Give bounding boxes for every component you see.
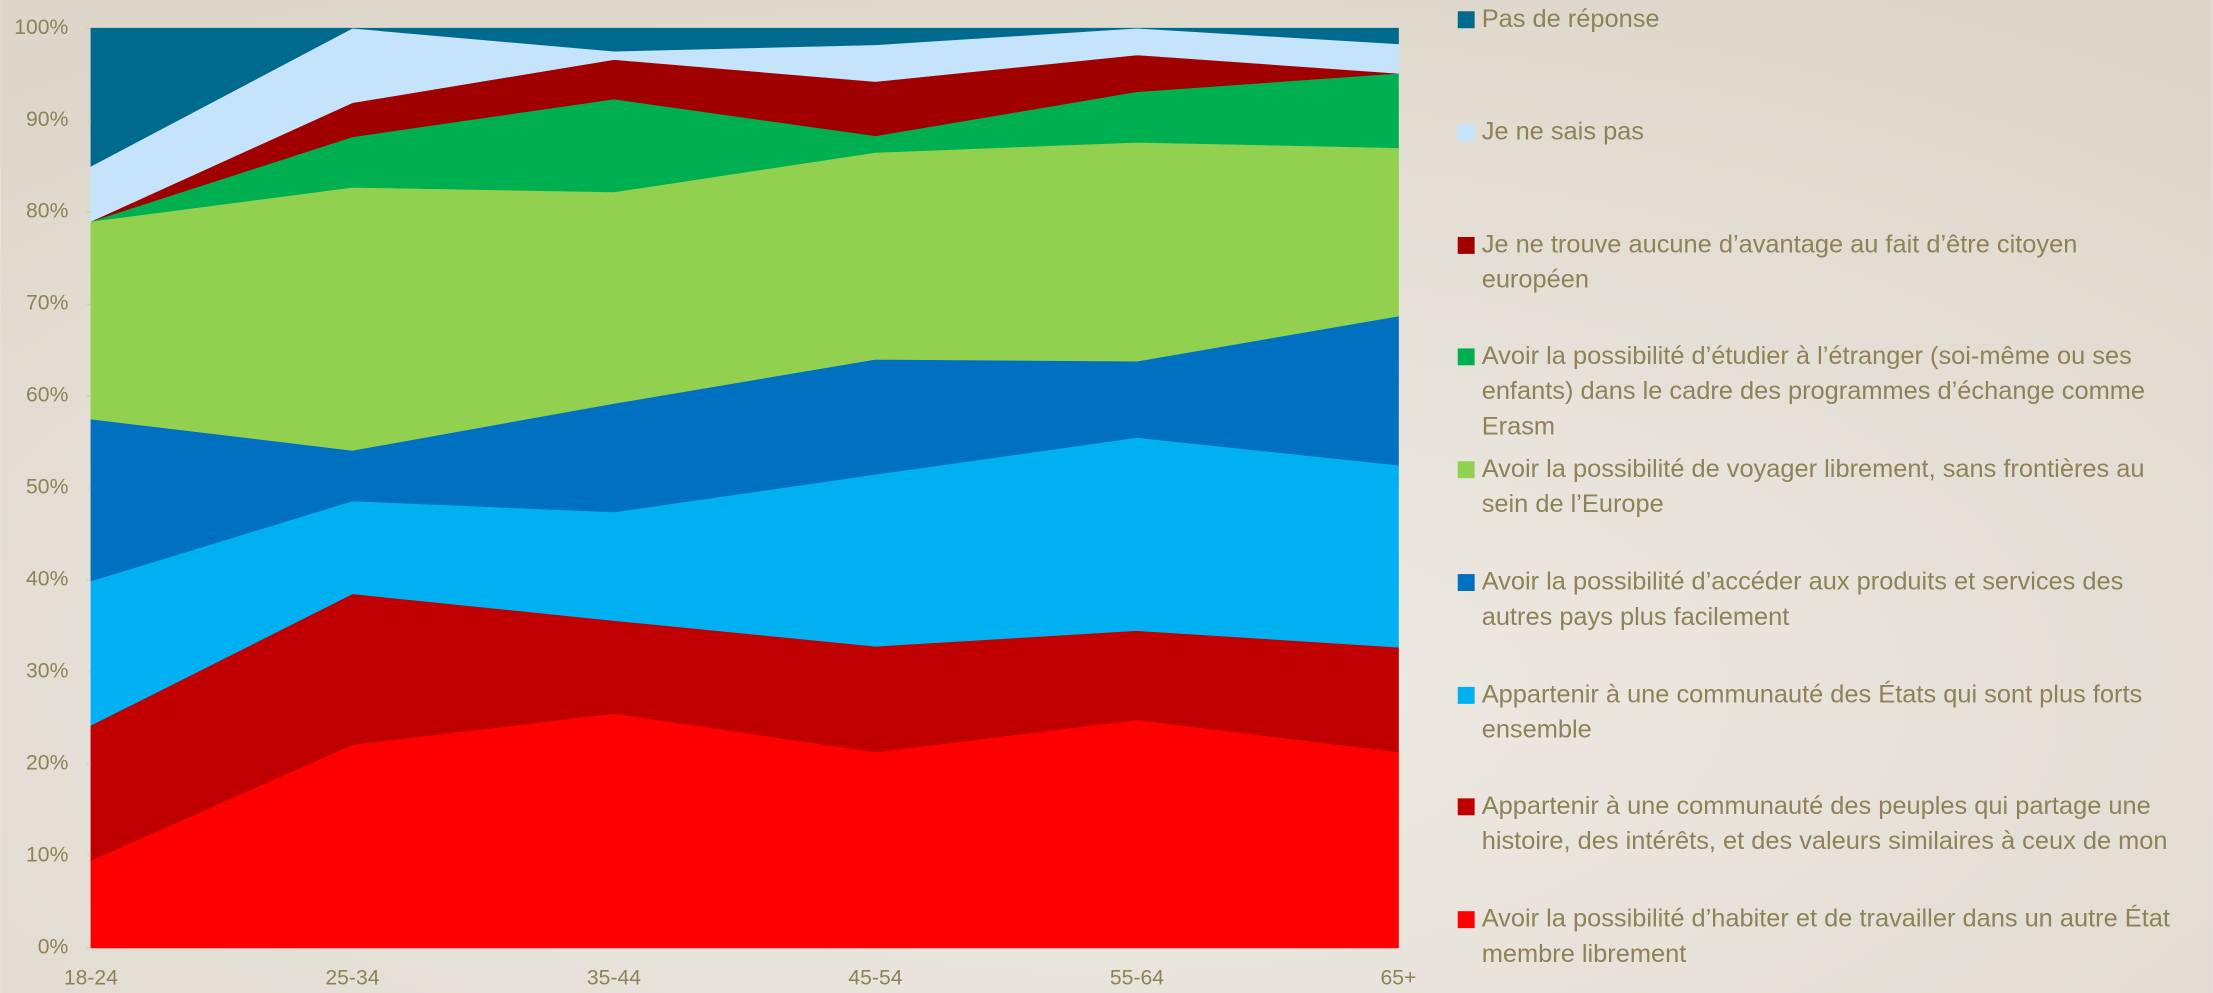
legend-entry: Appartenir à une communauté des peuples … xyxy=(1453,789,2186,860)
y-tick-label: 0% xyxy=(38,935,69,958)
y-tick-label: 90% xyxy=(26,108,69,131)
legend-swatch xyxy=(1457,573,1475,591)
x-tick-label: 55-64 xyxy=(1110,966,1164,989)
legend-entry: Avoir la possibilité d’étudier à l’étran… xyxy=(1453,339,2186,445)
legend-swatch xyxy=(1457,911,1475,929)
legend-swatch xyxy=(1457,798,1475,816)
legend-entry: Avoir la possibilité de voyager libremen… xyxy=(1453,451,2186,522)
legend-entry: Appartenir à une communauté des États qu… xyxy=(1453,676,2186,747)
legend: Avoir la possibilité d’habiter et de tra… xyxy=(1453,0,2201,993)
y-tick-label: 40% xyxy=(26,568,69,591)
y-tick-label: 100% xyxy=(14,16,68,39)
area xyxy=(90,27,1399,167)
y-tick-label: 80% xyxy=(26,200,69,223)
legend-swatch xyxy=(1457,348,1475,366)
y-tick-label: 70% xyxy=(26,292,69,315)
legend-label: Avoir la possibilité d’accéder aux produ… xyxy=(1481,566,2124,631)
legend-label: Avoir la possibilité de voyager libremen… xyxy=(1481,454,2145,518)
legend-label: Appartenir à une communauté des peuples … xyxy=(1481,791,2168,856)
legend-entry: Je ne trouve aucune d’avantage au fait d… xyxy=(1453,226,2186,297)
plot-area: 0% 10% 20% 30% 40% 50% 60% 70% 80% 90% 100% 18-24 25… xyxy=(14,16,1416,990)
y-tick-label: 10% xyxy=(26,843,69,866)
legend-label: Avoir la possibilité d’étudier à l’étran… xyxy=(1481,341,2145,441)
legend-box: Avoir la possibilité d’habiter et de tra… xyxy=(1453,0,2201,993)
legend-label: Je ne trouve aucune d’avantage au fait d… xyxy=(1481,229,2078,293)
legend-swatch xyxy=(1457,461,1475,479)
legend-entry: Avoir la possibilité d’accéder aux produ… xyxy=(1453,564,2186,635)
legend-entry: Pas de réponse xyxy=(1453,1,2186,36)
y-tick-label: 60% xyxy=(26,384,69,407)
x-tick-label: 65+ xyxy=(1381,966,1417,989)
legend-label: Avoir la possibilité d’habiter et de tra… xyxy=(1481,904,2170,968)
y-tick-label: 20% xyxy=(26,752,69,775)
x-tick-label: 35-44 xyxy=(587,966,641,989)
legend-label: Je ne sais pas xyxy=(1481,116,1645,145)
legend-entry: Avoir la possibilité d’habiter et de tra… xyxy=(1453,901,2186,972)
legend-swatch xyxy=(1457,236,1475,254)
y-tick-label: 50% xyxy=(26,476,69,499)
legend-swatch xyxy=(1457,11,1475,29)
x-tick-label: 25-34 xyxy=(325,966,379,989)
legend-label: Appartenir à une communauté des États qu… xyxy=(1481,679,2143,743)
y-tick-label: 30% xyxy=(26,660,69,683)
legend-swatch xyxy=(1457,686,1475,704)
x-tick-label: 18-24 xyxy=(64,966,118,989)
x-tick-label: 45-54 xyxy=(848,966,902,989)
legend-swatch xyxy=(1457,123,1475,141)
legend-entry: Je ne sais pas xyxy=(1453,114,2186,149)
legend-label: Pas de réponse xyxy=(1481,4,1660,33)
